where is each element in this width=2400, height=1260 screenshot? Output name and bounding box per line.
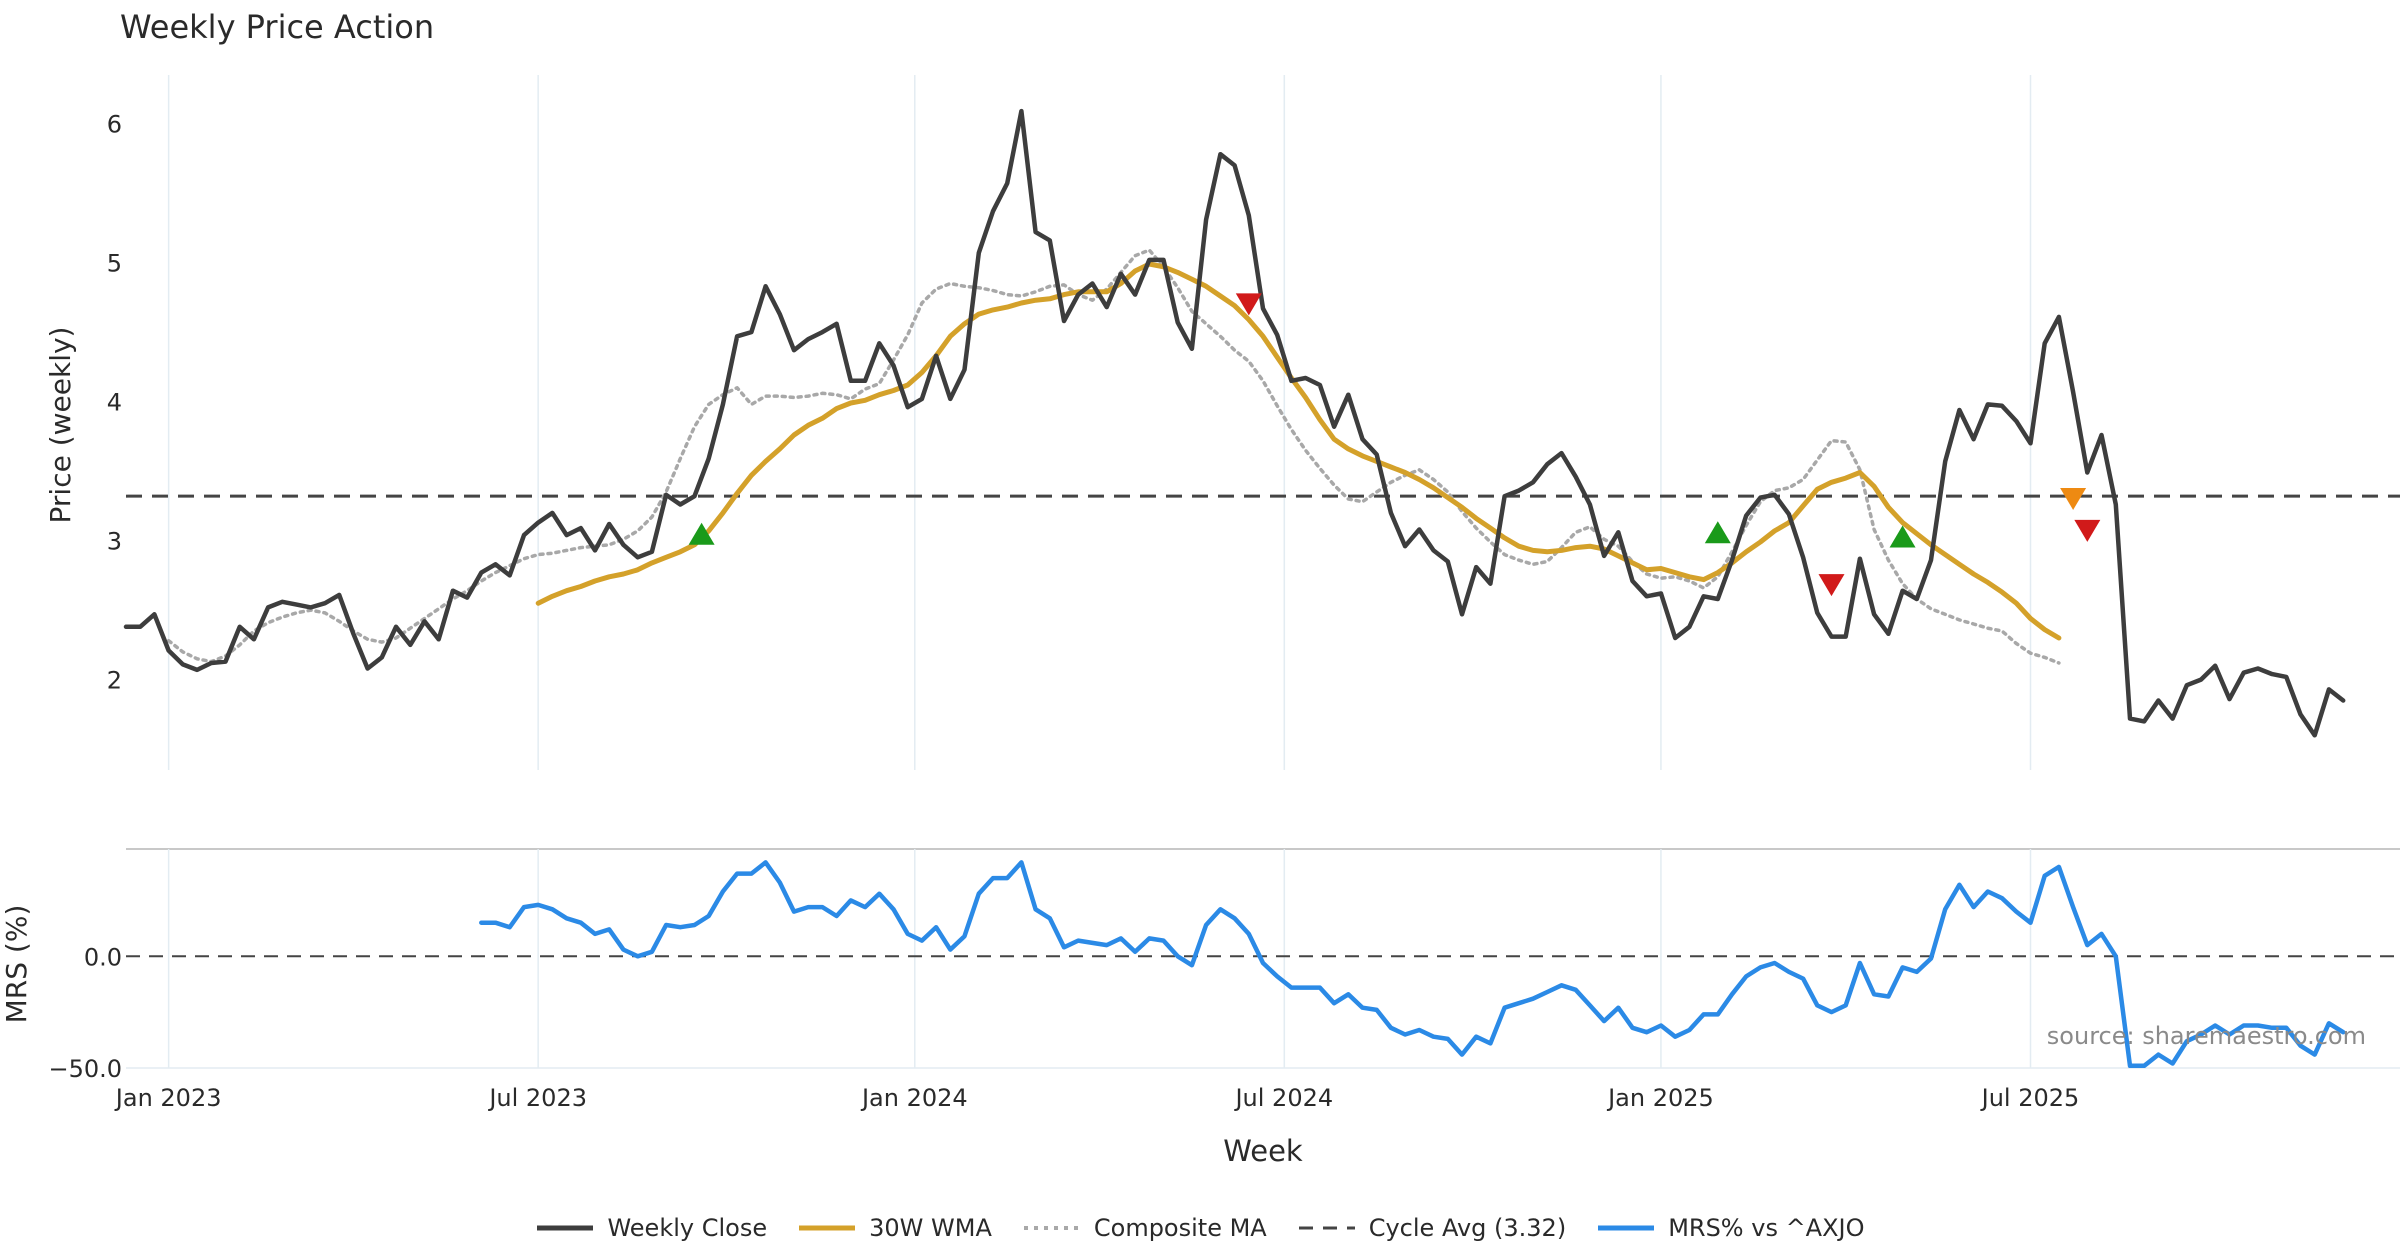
source-watermark: source: sharemaestro.com [2047,1022,2366,1050]
legend-swatch-weekly-close [537,1225,594,1231]
legend-item-composite-ma: Composite MA [1022,1214,1267,1242]
legend-label-30w-wma: 30W WMA [869,1214,992,1242]
signal-marker-sell-4 [1818,574,1845,597]
legend-swatch-cycle-avg [1298,1226,1355,1230]
price-y-tick-3: 3 [107,528,122,556]
price-y-tick-4: 4 [107,389,122,417]
signal-marker-sell-2 [1235,293,1262,316]
price-signal-markers [688,293,2101,597]
signal-marker-sell-7 [2074,519,2101,542]
signal-marker-buy-3 [1704,521,1731,544]
mrs-y-ticks: 0.0 −50.0 [48,943,122,1083]
signal-marker-buy-1 [688,522,715,545]
price-series [123,108,2346,738]
legend-item-mrs: MRS% vs ^AXJO [1596,1214,1865,1242]
x-tick-label-jul-2024: Jul 2024 [1233,1084,1333,1112]
legend-label-mrs: MRS% vs ^AXJO [1668,1214,1865,1242]
legend-swatch-mrs [1598,1225,1655,1231]
price-y-tick-5: 5 [107,250,122,278]
mrs-y-tick-0-0: 0.0 [84,943,122,971]
mrs-y-axis-label: MRS (%) [0,905,33,1024]
legend-label-cycle-avg: Cycle Avg (3.32) [1368,1214,1567,1242]
series-line-30w-wma [535,261,2062,641]
series-line-mrs-vs-axjo [479,860,2346,1069]
legend-swatch-composite-ma [1023,1226,1080,1230]
price-y-axis-label: Price (weekly) [44,327,77,524]
mrs-gridlines [126,849,2400,1069]
legend-label-composite-ma: Composite MA [1093,1214,1267,1242]
price-y-ticks: 2 3 4 5 6 [107,111,122,695]
series-line-weekly-close [123,108,2346,738]
signal-marker-buy-5 [1889,525,1916,548]
legend-item-cycle-avg: Cycle Avg (3.32) [1297,1214,1566,1242]
signal-marker-warn-6 [2060,487,2087,510]
price-y-tick-2: 2 [107,667,122,695]
price-y-tick-6: 6 [107,111,122,139]
x-tick-label-jan-2024: Jan 2024 [860,1084,968,1112]
legend-item-weekly-close: Weekly Close [535,1214,767,1242]
chart-title: Weekly Price Action [120,8,434,46]
x-axis-ticks: Jan 2023 Jul 2023 Jan 2024 Jul 2024 Jan 2025… [114,1084,2080,1112]
x-tick-label-jul-2025: Jul 2025 [1980,1084,2080,1112]
legend-swatch-30w-wma [799,1225,856,1231]
legend-label-weekly-close: Weekly Close [607,1214,768,1242]
legend-item-30w-wma: 30W WMA [797,1214,992,1242]
mrs-series [479,860,2346,1069]
x-tick-label-jan-2023: Jan 2023 [114,1084,222,1112]
x-axis-label: Week [1223,1134,1303,1168]
price-gridlines [167,75,2032,770]
mrs-y-tick-50-0: −50.0 [48,1055,122,1083]
weekly-price-action-chart: Weekly Price Action 2 3 4 5 6 Price (weekly)… [0,8,2400,1168]
x-tick-label-jan-2025: Jan 2025 [1606,1084,1714,1112]
x-tick-label-jul-2023: Jul 2023 [487,1084,587,1112]
chart-legend: Weekly Close 30W WMA Composite MA Cycle … [0,1208,2400,1248]
